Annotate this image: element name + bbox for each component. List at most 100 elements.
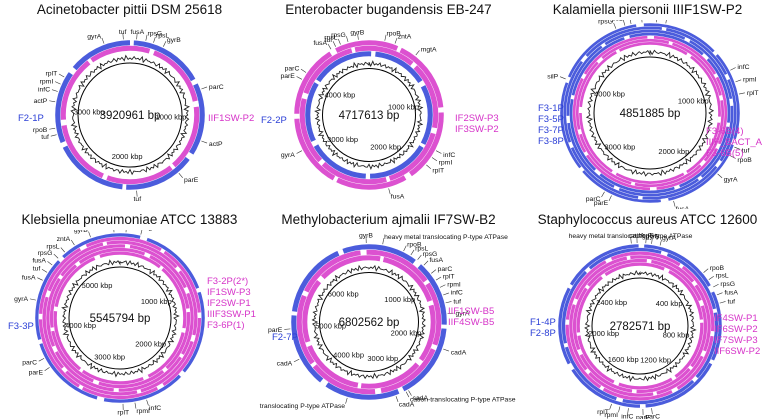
gene-label: parE [268,327,283,334]
gc-content-track [314,60,424,170]
gene-label: gyrB [74,230,88,234]
gene-leader-line [623,20,626,26]
gene-leader-line [431,157,438,162]
gene-label: rpsG [331,32,346,39]
ring-gap [596,56,604,64]
isolate-ring [296,249,442,395]
ring-gap [142,374,150,381]
ring-gap [419,142,426,148]
gene-leader-line [601,191,605,198]
gene-label: rpoB [710,265,725,272]
gene-leader-line [665,20,667,24]
isolate-ring [299,45,439,185]
ring-gap [337,248,345,256]
isolate-ring [53,251,187,385]
ring-gap [565,76,571,84]
ring-gap [567,362,575,371]
gene-leader-line [201,86,208,90]
ring-gap [102,241,108,246]
isolate-ring [560,23,740,203]
ring-gap [96,396,105,402]
gene-leader-line [88,231,91,238]
ring-gap [626,255,631,260]
genome-map-svg: 1000 kbp 2000 kbp 3000 kbp 4000 kbp 4717613 … [280,29,455,200]
gene-leader-line [122,33,124,40]
ring-gap [563,342,569,348]
ring-gap [726,122,730,127]
gene-label: rpmI [604,412,618,419]
ring-gap [715,143,721,150]
left-isolate-labels: F3-3P [8,321,34,332]
gene-label: rpsL [609,20,622,22]
gene-leader-line [60,247,65,253]
gene-leader-line [417,254,422,260]
gene-leader-line [49,100,56,103]
ring-gap [93,254,101,261]
ring-gap [190,78,198,86]
isolate-ring [49,247,191,389]
gene-label: gyrB [359,233,373,240]
gene-label: rplT [443,273,455,280]
ring-gap [430,127,438,135]
ring-gap [329,48,338,57]
gene-leader-line [435,150,442,154]
ring-gap [670,375,677,381]
ring-gap [79,244,88,251]
gene-label: parC [438,266,453,273]
gene-label: heavy metal translocating P-type ATPase [569,233,693,240]
panel-title: Klebsiella pneumoniae ATCC 13883 [21,212,238,227]
ring-gap [423,279,430,286]
gene-label: fusA [313,40,327,47]
ring-gap [412,259,422,269]
gene-leader-line [629,20,632,25]
scale-tick-label: 3000 kbp [74,107,105,116]
isolate-ring [291,244,447,400]
gene-label: gyrA [281,152,295,159]
gene-label: tuf [33,266,41,273]
gene-label: parC [645,414,660,419]
gene-leader-line [618,406,621,413]
isolate-ring [563,26,737,200]
gene-label: mgtA [143,230,159,231]
gene-leader-line [357,33,359,40]
scale-tick-label: 2000 kbp [370,142,401,151]
ring-gap [613,185,620,191]
gene-label: gyrA [14,296,28,303]
ring-gap [729,98,734,106]
gene-leader-line [37,277,43,281]
ring-gap [710,330,715,337]
ring-gap [51,345,58,353]
ring-gap [192,100,199,108]
gene-label: rpsL [46,243,59,250]
gene-leader-line [296,76,303,80]
ring-gap [314,79,321,85]
gene-leader-line [47,261,53,266]
genome-panel-klebsiella: Klebsiella pneumoniae ATCC 13883 1000 kb… [0,210,259,419]
gene-label: cadA [629,233,645,240]
gene-leader-line [651,237,653,244]
scale-tick-label: 2000 kbp [112,152,143,161]
gene-label: cation-translocating P-type ATPase [410,396,516,403]
ring-gap [581,73,587,80]
ring-gap [427,300,434,307]
scale-tick-label: 1000 kbp [141,297,172,306]
ring-gap [600,273,607,279]
gene-label: zntA [57,236,71,243]
backbone-circle [68,266,172,370]
gene-label: rpmI [40,78,54,85]
right-isolate-labels: F3-2P(2*) IF1SW-P3 IF2SW-P1 IIIF3SW-P1 F… [207,276,256,331]
gene-label: heavy metal translocating P-type ATPase [384,234,508,241]
isolate-ring [302,255,436,389]
gene-label: rpsG [38,250,53,257]
gene-leader-line [153,36,156,43]
ring-gap [148,48,155,56]
ring-gap [397,386,405,394]
gene-label: gyrB [167,37,181,44]
gc-content-track [61,259,180,378]
gene-leader-line [395,396,399,402]
genome-panel-staphylococcus: Staphylococcus aureus ATCC 12600 400 kbp… [518,210,777,419]
gene-label: tuf [742,148,750,155]
gene-leader-line [730,67,736,71]
ring-gap [156,383,165,390]
